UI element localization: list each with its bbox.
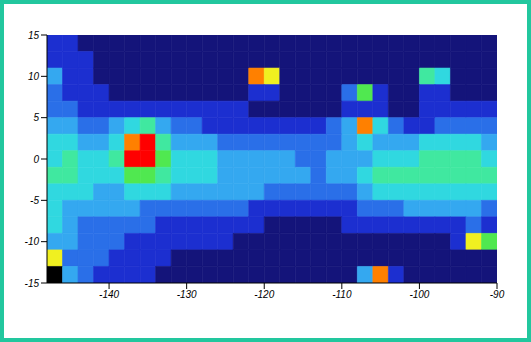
svg-text:-90: -90 [490,289,505,300]
svg-text:10: 10 [28,71,40,82]
svg-text:-130: -130 [177,289,197,300]
svg-text:-110: -110 [332,289,352,300]
svg-text:-5: -5 [30,195,39,206]
svg-text:-10: -10 [25,236,40,247]
svg-text:-100: -100 [409,289,429,300]
svg-text:15: 15 [28,30,40,41]
svg-text:0: 0 [33,154,39,165]
svg-text:-120: -120 [254,289,274,300]
svg-text:-15: -15 [25,278,40,289]
svg-text:-140: -140 [99,289,119,300]
svg-text:5: 5 [33,112,39,123]
